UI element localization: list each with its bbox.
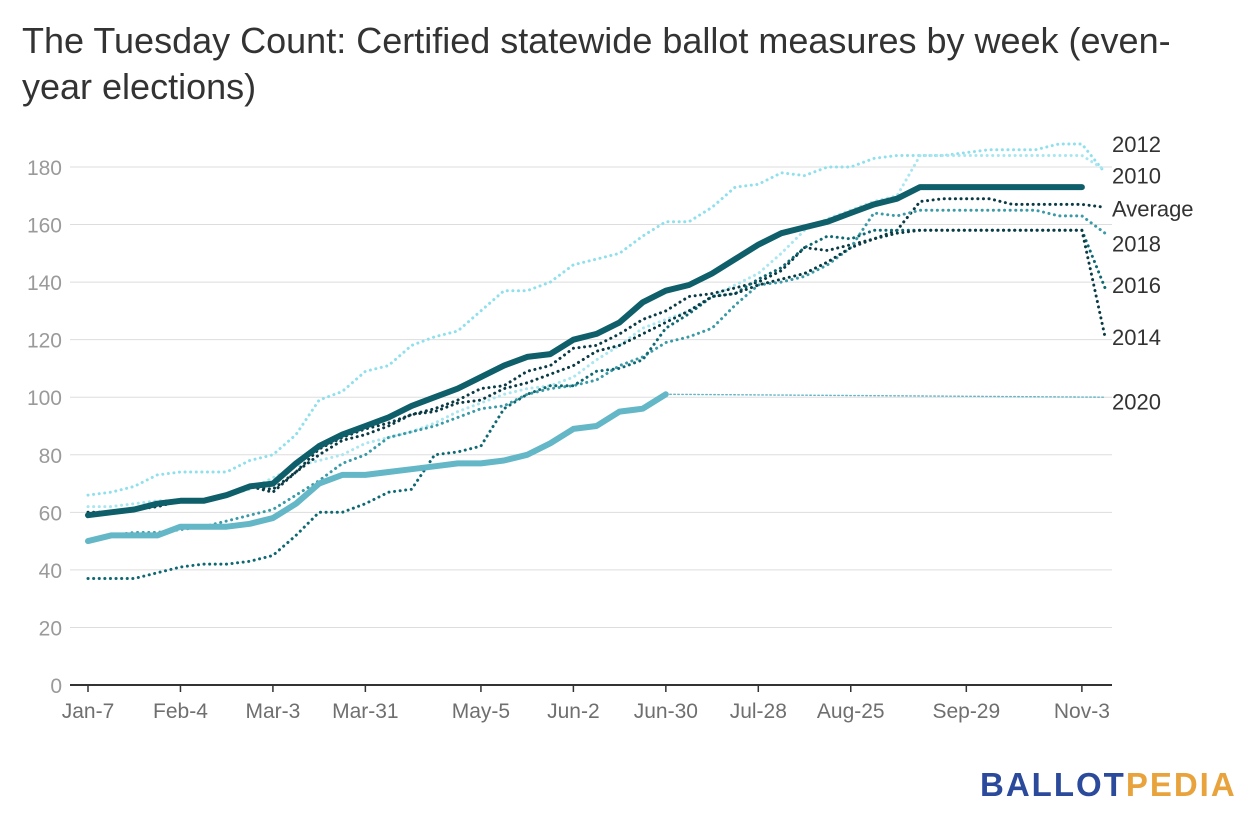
y-tick-label: 80 [39,445,62,468]
chart-title: The Tuesday Count: Certified statewide b… [22,20,1171,107]
series-end-label: 2010 [1112,164,1161,189]
y-tick-label: 20 [39,617,62,640]
y-tick-label: 120 [27,330,62,353]
x-tick-label: Mar-3 [245,700,300,723]
series-line-solid-7 [85,391,669,545]
x-tick-label: Jun-30 [634,700,698,723]
axes: 0 20 40 60 80 100 120 140 160 180 Jan-7 Feb-4 Mar-3 M… [27,157,1112,723]
series [85,142,1107,580]
series-end-label: 2018 [1112,231,1161,256]
logo-part-b: PEDIA [1125,766,1237,803]
x-tick-label: Jan-7 [62,700,115,723]
y-tick-label: 160 [27,215,62,238]
x-tick-label: Jul-28 [730,700,787,723]
x-tick-label: Jun-2 [547,700,600,723]
x-tick-label: Feb-4 [153,700,208,723]
y-tick-label: 0 [50,675,62,698]
y-tick-label: 100 [27,387,62,410]
y-tick-label: 60 [39,502,62,525]
x-tick-label: Mar-31 [332,700,399,723]
ballotpedia-logo: BALLOTPEDIA [980,766,1237,804]
series-end-label: 2012 [1112,132,1161,157]
end-labels: 2012 2010 Average 2018 2016 2014 2020 [1112,132,1194,415]
series-end-label: Average [1112,197,1194,222]
series-line-solid-8 [85,184,1085,519]
series-line-2018 [86,208,1107,543]
series-end-label: 2016 [1112,273,1161,298]
series-end-label: 2020 [1112,390,1161,415]
x-tick-label: May-5 [452,700,510,723]
series-line-2012 [86,142,1107,497]
y-tick-label: 180 [27,157,62,180]
logo-part-a: BALLOT [980,766,1126,803]
grid [70,166,1112,628]
y-tick-label: 40 [39,560,62,583]
series-end-label: 2014 [1112,325,1161,350]
x-tick-label: Sep-29 [932,700,1000,723]
x-tick-label: Aug-25 [817,700,885,723]
series-line-2020 [665,393,1106,398]
y-tick-label: 140 [27,272,62,295]
x-tick-label: Nov-3 [1054,700,1110,723]
